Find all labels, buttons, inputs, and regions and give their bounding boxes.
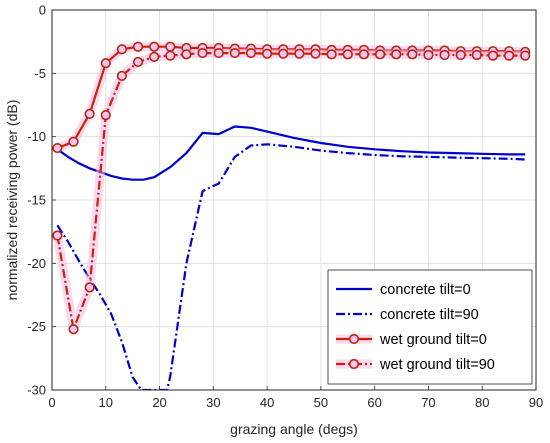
x-tick-label: 60 xyxy=(367,395,381,410)
y-tick-label: -20 xyxy=(27,256,46,271)
data-point xyxy=(165,50,176,61)
x-tick-label: 20 xyxy=(152,395,166,410)
x-tick-label: 0 xyxy=(48,395,55,410)
data-point xyxy=(213,47,224,59)
legend-item: wet ground tilt=0 xyxy=(336,332,487,348)
legend-item: concrete tilt=0 xyxy=(336,282,471,298)
x-axis: 0 10 20 30 40 50 60 70 80 90 xyxy=(48,386,543,410)
data-point xyxy=(374,49,386,60)
data-point xyxy=(423,49,434,61)
data-point xyxy=(358,49,370,60)
legend-marker xyxy=(348,333,360,345)
data-point xyxy=(455,49,466,61)
y-tick-label: 0 xyxy=(39,3,46,18)
data-point xyxy=(132,41,144,52)
data-point xyxy=(181,49,192,60)
data-point xyxy=(391,49,402,60)
data-point xyxy=(407,49,418,60)
data-point xyxy=(84,108,95,119)
data-point xyxy=(197,47,208,59)
series-wet-ground-tilt-90 xyxy=(52,47,531,335)
data-point xyxy=(326,49,337,60)
legend-marker xyxy=(348,358,360,370)
legend-label: concrete tilt=0 xyxy=(380,282,471,298)
series-concrete-tilt-90 xyxy=(56,143,526,390)
y-axis: 0 -5 -10 -15 -20 -25 -30 xyxy=(27,3,56,398)
x-tick-label: 40 xyxy=(260,395,274,410)
data-point xyxy=(132,56,144,68)
data-point xyxy=(294,48,305,59)
legend-item: concrete tilt=90 xyxy=(336,307,479,323)
data-point xyxy=(52,230,63,241)
data-point xyxy=(520,50,531,61)
x-tick-label: 10 xyxy=(99,395,113,410)
data-point xyxy=(116,44,128,55)
data-point xyxy=(116,70,128,81)
y-tick-label: -15 xyxy=(27,193,46,208)
series-layer xyxy=(52,41,531,390)
y-tick-label: -30 xyxy=(27,383,46,398)
x-axis-label: grazing angle (degs) xyxy=(230,421,358,437)
y-tick-label: -25 xyxy=(27,319,46,334)
data-point xyxy=(342,49,353,60)
legend-label: wet ground tilt=90 xyxy=(379,357,495,373)
y-axis-label: normalized receiving power (dB) xyxy=(4,100,20,301)
y-tick-label: -5 xyxy=(34,66,46,81)
data-point xyxy=(68,136,79,147)
data-point xyxy=(68,324,79,335)
data-point xyxy=(52,142,63,154)
x-tick-label: 50 xyxy=(314,395,328,410)
data-point xyxy=(504,50,515,61)
data-point xyxy=(84,282,95,293)
data-point xyxy=(245,47,257,59)
legend-label: concrete tilt=90 xyxy=(380,307,479,323)
x-tick-label: 70 xyxy=(421,395,435,410)
data-point xyxy=(471,49,482,61)
legend-label: wet ground tilt=0 xyxy=(379,332,487,348)
data-point xyxy=(100,58,111,69)
data-point xyxy=(149,41,160,52)
data-point xyxy=(310,48,321,59)
data-point xyxy=(100,110,111,121)
data-point xyxy=(149,51,160,62)
x-tick-label: 80 xyxy=(475,395,489,410)
y-tick-label: -10 xyxy=(27,129,46,144)
legend: concrete tilt=0 concrete tilt=90 wet groun… xyxy=(327,269,533,385)
x-tick-label: 90 xyxy=(529,395,543,410)
data-point xyxy=(278,48,289,59)
legend-item: wet ground tilt=90 xyxy=(336,357,495,373)
data-point xyxy=(165,41,176,52)
data-point xyxy=(439,49,450,61)
data-point xyxy=(262,48,273,59)
series-line xyxy=(56,143,526,390)
x-tick-label: 30 xyxy=(206,395,220,410)
data-point xyxy=(229,47,240,59)
data-point xyxy=(487,50,499,61)
